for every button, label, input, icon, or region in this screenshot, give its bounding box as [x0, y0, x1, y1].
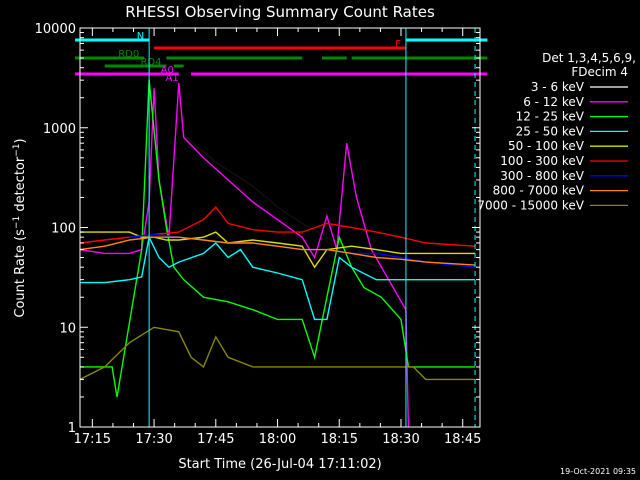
flag-label-0: N [137, 31, 144, 42]
x-tick-label-2: 17:45 [197, 432, 234, 447]
legend-header-decimation: FDecim 4 [571, 65, 628, 79]
flag-label-4: A0 [161, 65, 174, 76]
x-tick-label-0: 17:15 [74, 432, 111, 447]
y-tick-label-2: 100 [51, 222, 76, 237]
chart-title: RHESSI Observing Summary Count Rates [125, 3, 435, 21]
series-line-8 [79, 326, 476, 381]
generation-timestamp: 19-Oct-2021 09:35 [560, 467, 636, 476]
x-axis: 17:15 17:30 17:45 18:00 18:15 18:30 18:45 [74, 28, 481, 447]
y-tick-label-3: 1000 [43, 122, 76, 137]
y-tick-label-0: 1 [68, 421, 76, 436]
legend-label-4: 50 - 100 keV [508, 139, 585, 153]
legend-header-detectors: Det 1,3,4,5,6,9, [542, 51, 636, 65]
legend-label-2: 12 - 25 keV [516, 110, 585, 124]
legend-label-8: 7000 - 15000 keV [477, 198, 584, 212]
flag-label-1: F [395, 39, 401, 50]
y-tick-label-4: 10000 [35, 22, 76, 37]
flag-label-3: RD4 [140, 57, 161, 68]
series-layer [79, 80, 476, 428]
legend-label-1: 6 - 12 keV [523, 95, 585, 109]
series-line-1 [79, 83, 410, 428]
x-axis-label: Start Time (26-Jul-04 17:11:02) [178, 457, 381, 472]
x-tick-label-4: 18:15 [321, 432, 358, 447]
x-tick-label-1: 17:30 [135, 432, 172, 447]
y-axis: 1 10 100 1000 10000 [35, 22, 480, 436]
legend-label-5: 100 - 300 keV [500, 154, 584, 168]
series-line-3 [80, 234, 476, 321]
legend-label-3: 25 - 50 keV [516, 124, 585, 138]
series-line-2 [80, 80, 476, 398]
y-tick-label-1: 10 [59, 321, 76, 336]
series-line-7 [79, 236, 476, 266]
x-tick-label-6: 18:45 [444, 432, 481, 447]
flag-label-2: RD0 [118, 49, 139, 60]
x-tick-label-5: 18:30 [382, 432, 419, 447]
legend-label-6: 300 - 800 keV [500, 169, 584, 183]
legend-label-0: 3 - 6 keV [531, 80, 585, 94]
flag-label-5: A1 [166, 73, 179, 84]
legend-label-7: 800 - 7000 keV [493, 184, 585, 198]
series-line-0 [183, 134, 382, 268]
y-axis-label: Count Rate (s−1 detector−1) [12, 138, 28, 317]
x-tick-label-3: 18:00 [259, 432, 296, 447]
